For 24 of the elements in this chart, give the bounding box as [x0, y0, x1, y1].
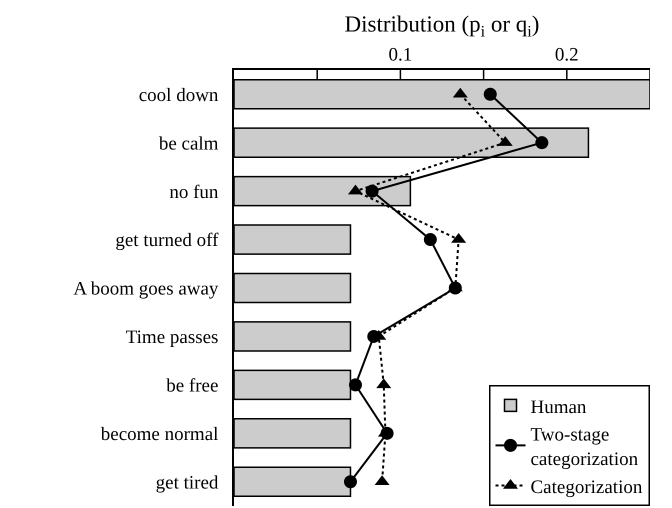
y-tick-label: no fun: [169, 182, 219, 203]
point: [348, 378, 362, 392]
legend-label: Human: [530, 396, 587, 418]
y-tick-label: get tired: [156, 472, 219, 494]
y-tick-label: be calm: [158, 133, 219, 154]
y-tick-label: be free: [166, 376, 218, 397]
legend-label: Categorization: [530, 476, 643, 498]
y-tick-label: get turned off: [115, 230, 220, 252]
x-tick-label: 0.2: [554, 44, 579, 66]
point: [448, 282, 462, 294]
legend-label: Two-stage categorization: [530, 424, 639, 470]
y-tick-label: become normal: [100, 424, 218, 445]
point: [367, 330, 380, 343]
y-tick-label: A boom goes away: [73, 278, 219, 300]
point: [380, 426, 394, 440]
point: [344, 475, 357, 488]
x-tick-label: 0.1: [388, 44, 412, 66]
x-axis-title: Distribution (p$_{i}$ or q$_{i}$): [344, 12, 540, 40]
y-tick-label: Time passes: [126, 327, 218, 348]
point: [366, 184, 379, 198]
point: [424, 233, 437, 246]
point: [484, 88, 497, 101]
y-tick-label: cool down: [138, 84, 219, 106]
point: [535, 136, 548, 150]
